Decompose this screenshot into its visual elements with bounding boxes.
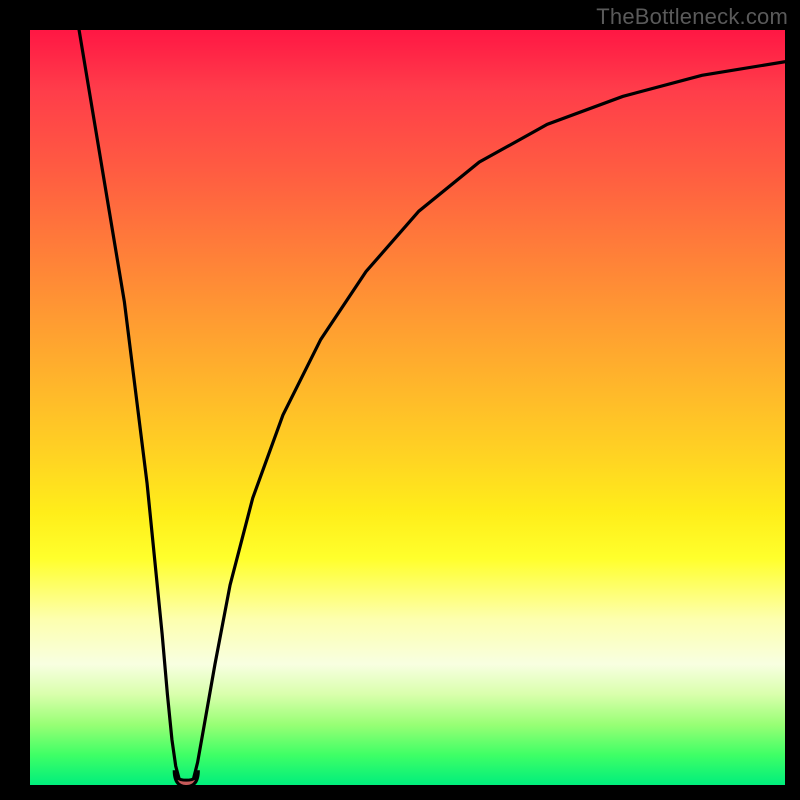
plot-area: [30, 30, 785, 785]
watermark-text: TheBottleneck.com: [596, 4, 788, 30]
curve-left-branch: [79, 30, 179, 777]
curve-right-branch: [194, 62, 785, 778]
bottleneck-curve: [30, 30, 785, 785]
chart-container: TheBottleneck.com: [0, 0, 800, 800]
